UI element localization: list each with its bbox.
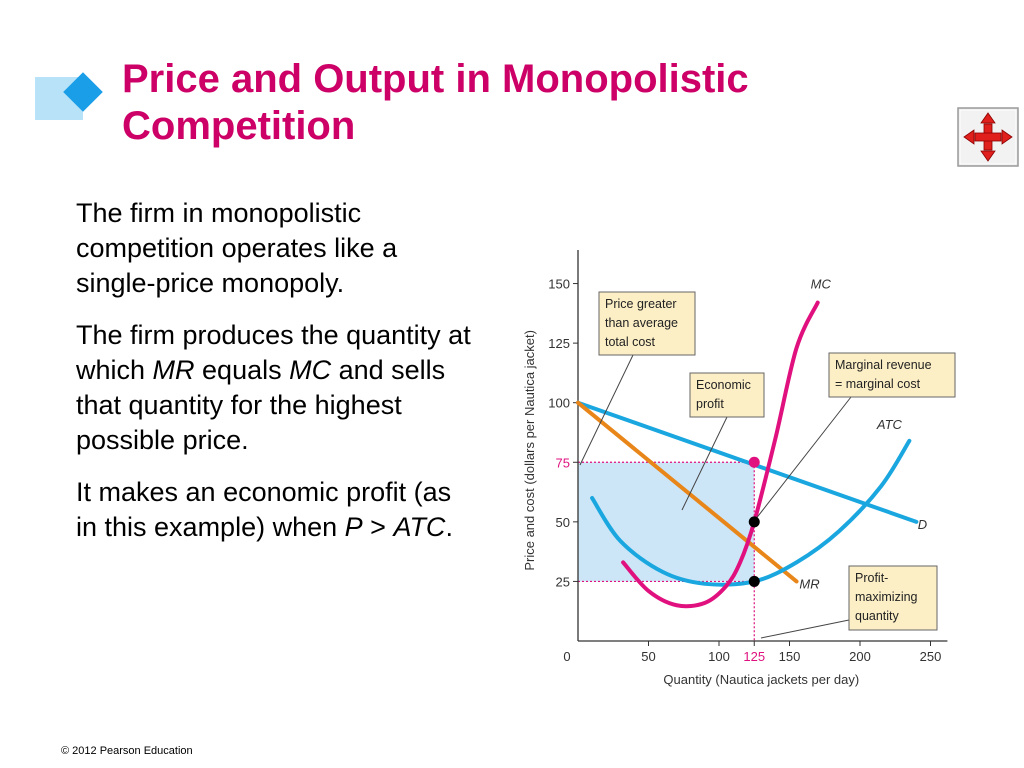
paragraph-2: The firm produces the quantity at which … xyxy=(76,318,476,458)
profit-maximizing-quantity-callout-line: quantity xyxy=(855,609,900,623)
mc-curve xyxy=(621,300,820,609)
paragraph-2-text-c: and sells that quantity for the highest … xyxy=(76,355,446,455)
y-tick-label: 50 xyxy=(556,515,570,530)
y-tick-label: 150 xyxy=(548,277,570,292)
paragraph-2-text-a: The firm produces the quantity at which xyxy=(76,320,471,385)
monopolistic-competition-chart: 25 50 75 100 125 150 0 50 100 125 150 200 250 Quantit… xyxy=(522,250,956,687)
mr-equals-mc-callout-leader xyxy=(754,396,852,521)
x-tick-label: 50 xyxy=(641,649,655,664)
mr-term: MR xyxy=(152,355,195,385)
four-arrows-icon[interactable] xyxy=(957,107,1019,167)
x-tick-label: 100 xyxy=(708,649,730,664)
mr-mc-intersection-point xyxy=(748,516,760,528)
atc-point xyxy=(748,575,760,587)
price-point xyxy=(748,456,760,468)
y-tick-label: 75 xyxy=(556,455,570,470)
paragraph-3-text-a: It makes an economic profit (as in this … xyxy=(76,477,452,542)
y-tick-label: 125 xyxy=(548,336,570,351)
economic-profit-callout-box xyxy=(689,372,765,418)
economic-profit-callout-line: Economic xyxy=(696,378,751,392)
greater-than-sign: > xyxy=(362,512,394,542)
body-text: The firm in monopolistic competition ope… xyxy=(76,196,476,562)
copyright-notice: © 2012 Pearson Education xyxy=(61,745,193,757)
slide-title: Price and Output in Monopolistic Competi… xyxy=(122,56,922,150)
mc-label: MC xyxy=(811,276,832,291)
x-tick-label: 200 xyxy=(849,649,871,664)
profit-maximizing-quantity-callout-leader xyxy=(760,619,850,639)
x-tick-label: 125 xyxy=(743,649,765,664)
mr-equals-mc-callout-line: Marginal revenue xyxy=(835,358,932,372)
economic-profit-callout: Economic profit xyxy=(689,372,765,418)
y-tick-label: 25 xyxy=(556,574,570,589)
price-callout-line: Price greater xyxy=(605,297,677,311)
mr-equals-mc-callout-box xyxy=(828,352,956,398)
mc-term: MC xyxy=(289,355,332,385)
mr-curve xyxy=(576,400,799,584)
price-callout-leader xyxy=(579,354,634,466)
mr-label: MR xyxy=(799,577,819,592)
p-term: P xyxy=(344,512,363,542)
x-tick-label: 250 xyxy=(920,649,942,664)
paragraph-1-text: The firm in monopolistic competition ope… xyxy=(76,198,398,298)
title-line-2: Competition xyxy=(122,104,356,148)
paragraph-1: The firm in monopolistic competition ope… xyxy=(76,196,476,301)
x-tick-label: 150 xyxy=(779,649,801,664)
mr-equals-mc-callout: Marginal revenue = marginal cost xyxy=(828,352,956,398)
paragraph-3: It makes an economic profit (as in this … xyxy=(76,475,476,545)
mr-equals-mc-callout-line: = marginal cost xyxy=(835,377,921,391)
paragraph-2-text-b: equals xyxy=(194,355,290,385)
economic-profit-callout-leader xyxy=(681,416,728,511)
paragraph-3-end: . xyxy=(445,512,453,542)
profit-maximizing-quantity-callout-box xyxy=(848,565,938,631)
x-axis-label: Quantity (Nautica jackets per day) xyxy=(663,672,859,687)
atc-term: ATC xyxy=(393,512,446,542)
price-callout: Price greater than average total cost xyxy=(598,291,696,356)
d-curve xyxy=(576,400,919,524)
x-tick-label: 0 xyxy=(563,649,570,664)
atc-label: ATC xyxy=(876,417,903,432)
economic-profit-callout-line: profit xyxy=(696,397,724,411)
profit-maximizing-quantity-callout-line: Profit- xyxy=(855,571,888,585)
profit-maximizing-quantity-callout-line: maximizing xyxy=(855,590,918,604)
d-label: D xyxy=(918,517,927,532)
profit-maximizing-quantity-callout: Profit-maximizing quantity xyxy=(848,565,938,631)
price-callout-box xyxy=(598,291,696,356)
y-axis-label: Price and cost (dollars per Nautica jack… xyxy=(522,330,537,571)
y-tick-label: 100 xyxy=(548,396,570,411)
price-callout-line: total cost xyxy=(605,335,656,349)
title-line-1: Price and Output in Monopolistic xyxy=(122,57,749,101)
price-callout-line: than average xyxy=(605,316,678,330)
